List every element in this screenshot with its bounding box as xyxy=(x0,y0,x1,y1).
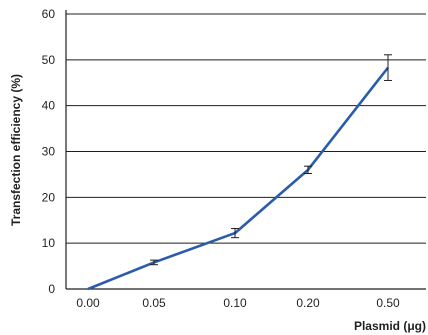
y-tick-label: 50 xyxy=(42,53,56,67)
y-tick-label: 20 xyxy=(42,190,56,204)
series xyxy=(87,54,392,291)
gridlines xyxy=(66,13,426,244)
y-tick-label: 60 xyxy=(42,7,56,21)
y-tick-label: 40 xyxy=(42,99,56,113)
y-tick-label: 0 xyxy=(48,282,55,296)
axes xyxy=(65,10,426,290)
error-bar xyxy=(231,228,239,239)
error-bar xyxy=(384,54,392,81)
error-bar xyxy=(150,259,158,266)
x-tick-label: 0.20 xyxy=(296,296,320,310)
series-line xyxy=(87,66,390,291)
x-tick-label: 0.00 xyxy=(76,296,100,310)
x-axis-title: Plasmid (μg) xyxy=(354,319,426,333)
error-bar xyxy=(304,165,312,174)
x-tick-label: 0.05 xyxy=(142,296,166,310)
y-tick-labels: 0 10 20 30 40 50 60 xyxy=(42,7,56,296)
x-tick-label: 0.10 xyxy=(223,296,247,310)
y-tick-label: 10 xyxy=(42,236,56,250)
y-tick-label: 30 xyxy=(42,145,56,159)
x-tick-labels: 0.00 0.05 0.10 0.20 0.50 xyxy=(76,296,400,310)
y-axis-title: Transfection efficiency (%) xyxy=(9,74,23,226)
x-tick-label: 0.50 xyxy=(376,296,400,310)
